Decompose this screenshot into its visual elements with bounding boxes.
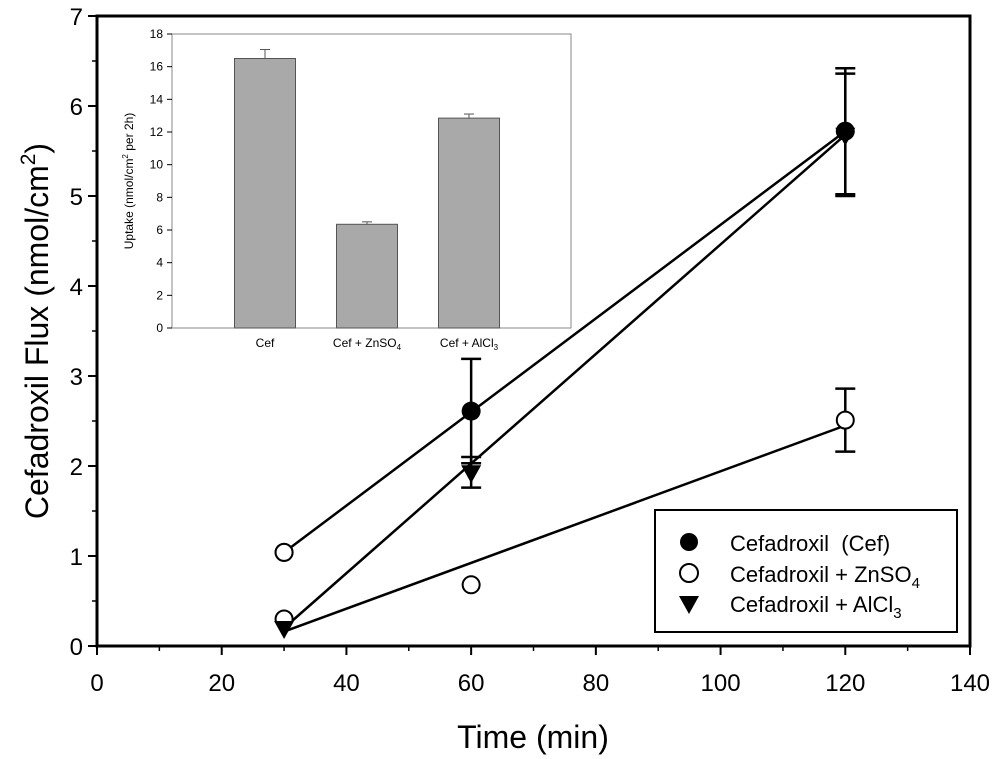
inset-y-axis-title: Uptake (nmol/cm2 per 2h): [121, 113, 136, 250]
inset-y-tick-label: 12: [150, 125, 164, 139]
inset-axis-ticks: 0 2 4 6 8 10 12 14 16 18: [150, 27, 172, 335]
inset-bar: [234, 58, 296, 329]
inset-bars: [234, 58, 500, 329]
inset-y-axis-title-end: per 2h): [122, 113, 136, 154]
inset-category-labels: Cef Cef + ZnSO4 Cef + AlCl3: [256, 336, 499, 352]
y-axis-title-end: ): [19, 143, 55, 154]
point-alcl3: [274, 621, 295, 639]
inset-y-tick-label: 16: [150, 60, 164, 74]
fit-line-cef: [283, 130, 847, 554]
legend-label-znso4-sub: 4: [912, 575, 920, 592]
legend-marker-znso4: [679, 563, 699, 583]
x-tick-label: 0: [90, 670, 103, 697]
inset-y-tick-label: 4: [156, 256, 163, 270]
fit-line-alcl3: [283, 133, 847, 629]
legend-label-cef: Cefadroxil (Cef): [730, 531, 890, 556]
point-znso4: [835, 410, 855, 430]
x-tick-label: 100: [701, 670, 741, 697]
inset-y-tick-label: 8: [156, 190, 163, 204]
inset-y-axis-title-superscript: 2: [121, 154, 130, 159]
inset-y-tick-label: 10: [150, 158, 164, 172]
main-fit-lines: [283, 130, 847, 633]
inset-y-tick-label: 18: [150, 27, 164, 41]
legend-label-alcl3-sub: 3: [893, 605, 901, 622]
y-axis-title-text: Cefadroxil Flux (nmol/cm: [19, 165, 55, 519]
y-tick-label: 6: [70, 94, 83, 121]
y-tick-label: 1: [70, 544, 83, 571]
inset-y-axis-title-text: Uptake (nmol/cm: [122, 159, 136, 250]
inset-error-bars: [260, 49, 474, 225]
point-znso4: [461, 575, 481, 595]
legend-box: [654, 509, 958, 633]
inset-bar: [336, 223, 398, 329]
point-cef: [461, 401, 481, 421]
inset-y-tick-label: 0: [156, 321, 163, 335]
y-tick-label: 0: [70, 634, 83, 661]
x-tick-label: 60: [458, 670, 485, 697]
inset-y-tick-label: 2: [156, 288, 163, 302]
y-tick-label: 4: [70, 274, 83, 301]
inset-y-tick-label: 6: [156, 223, 163, 237]
inset-category-label: Cef + ZnSO4: [333, 336, 402, 352]
x-tick-label: 20: [208, 670, 235, 697]
inset-category-label: Cef + AlCl3: [440, 336, 499, 352]
y-tick-label: 5: [70, 184, 83, 211]
legend-label-alcl3: Cefadroxil + AlCl3: [730, 592, 902, 622]
legend-label-znso4-text: Cefadroxil + ZnSO: [730, 562, 912, 587]
x-tick-label: 80: [583, 670, 610, 697]
y-tick-label: 7: [70, 4, 83, 31]
legend: Cefadroxil (Cef) Cefadroxil + ZnSO4 Cefa…: [654, 509, 958, 633]
inset-y-tick-label: 14: [150, 92, 164, 106]
inset-chart: 0 2 4 6 8 10 12 14 16 18 Cef Cef + ZnSO4 Cef + AlCl…: [121, 27, 572, 352]
x-tick-label: 40: [333, 670, 360, 697]
x-tick-label: 120: [825, 670, 865, 697]
fit-line-znso4: [283, 424, 846, 633]
legend-marker-cef: [680, 533, 698, 551]
y-axis-title-superscript: 2: [17, 154, 40, 166]
main-data-points: [274, 121, 856, 639]
x-tick-label: 140: [950, 670, 990, 697]
inset-bar: [438, 117, 500, 329]
y-axis-title: Cefadroxil Flux (nmol/cm2): [17, 143, 55, 519]
legend-label-alcl3-text: Cefadroxil + AlCl: [730, 592, 893, 617]
x-axis-title: Time (min): [457, 719, 609, 755]
y-tick-label: 2: [70, 454, 83, 481]
point-znso4: [274, 542, 294, 562]
point-alcl3: [461, 465, 482, 484]
point-alcl3: [835, 127, 856, 146]
inset-category-label: Cef: [256, 336, 275, 350]
y-tick-label: 3: [70, 364, 83, 391]
legend-marker-alcl3: [679, 596, 699, 614]
legend-label-znso4: Cefadroxil + ZnSO4: [730, 562, 920, 592]
